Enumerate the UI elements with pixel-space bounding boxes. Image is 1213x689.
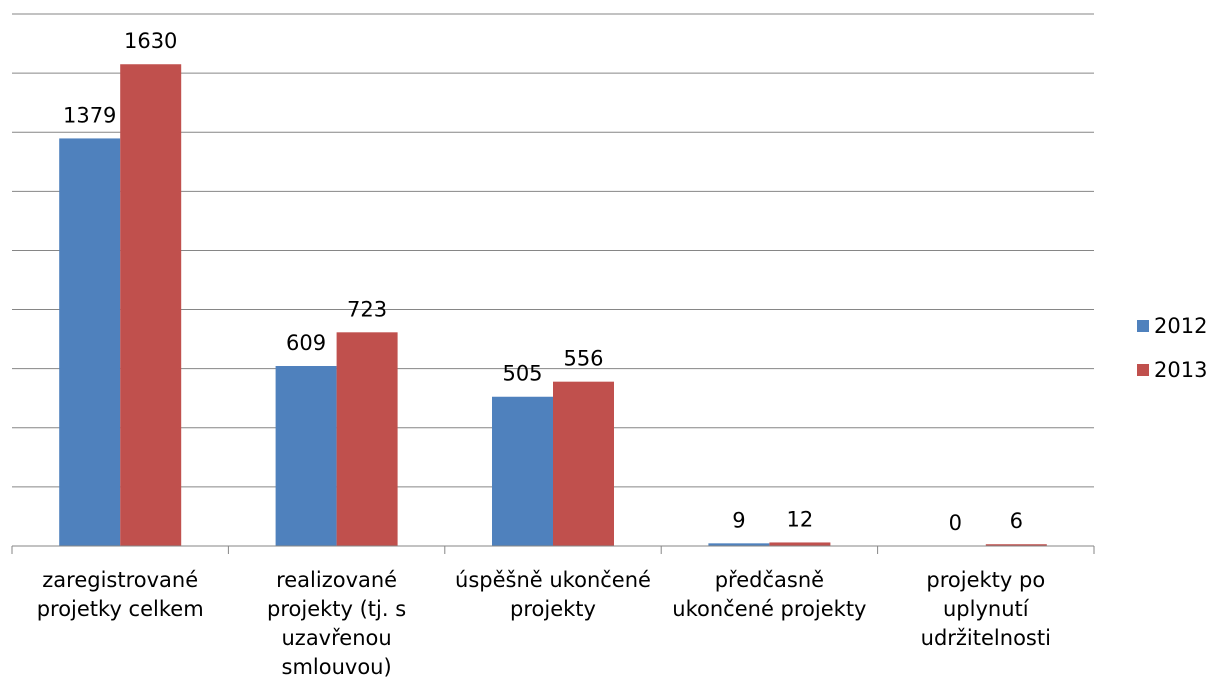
data-label: 9: [732, 508, 745, 532]
gridlines: [12, 13, 1094, 488]
category-label: předčasně ukončené projekty: [672, 568, 867, 621]
bar-2012-4: [708, 543, 770, 546]
bar-2013-1: [120, 64, 182, 546]
category-label: realizované projekty (tj. s uzavřenou sm…: [267, 568, 407, 679]
bar-2012-1: [59, 138, 121, 546]
bar-2013-2: [336, 332, 398, 546]
data-label: 723: [347, 297, 387, 321]
category-label: zaregistrované projetky celkem: [36, 568, 204, 621]
legend-label: 2013: [1154, 358, 1208, 382]
data-label: 1630: [124, 29, 177, 53]
x-axis: [11, 545, 1095, 554]
legend-label: 2012: [1154, 314, 1208, 338]
bar-2012-2: [275, 366, 337, 546]
data-label: 12: [787, 507, 814, 531]
legend-swatch: [1137, 364, 1149, 376]
data-label: 1379: [63, 103, 116, 127]
data-label: 556: [563, 347, 603, 371]
data-label: 505: [502, 362, 542, 386]
bar-2013-5: [985, 544, 1047, 546]
data-label: 609: [286, 331, 326, 355]
bar-2013-4: [769, 542, 831, 546]
legend-swatch: [1137, 320, 1149, 332]
data-labels: 1379 1630 609 723 505 556 9 12 0 6: [63, 29, 1023, 535]
category-label: projekty po uplynutí udržitelnosti: [920, 568, 1051, 650]
data-label: 6: [1010, 509, 1023, 533]
bar-2012-3: [492, 396, 553, 546]
bars: [59, 64, 1047, 546]
bar-2013-3: [553, 381, 614, 546]
data-label: 0: [949, 511, 962, 535]
category-label: úspěšně ukončené projekty: [455, 568, 651, 621]
